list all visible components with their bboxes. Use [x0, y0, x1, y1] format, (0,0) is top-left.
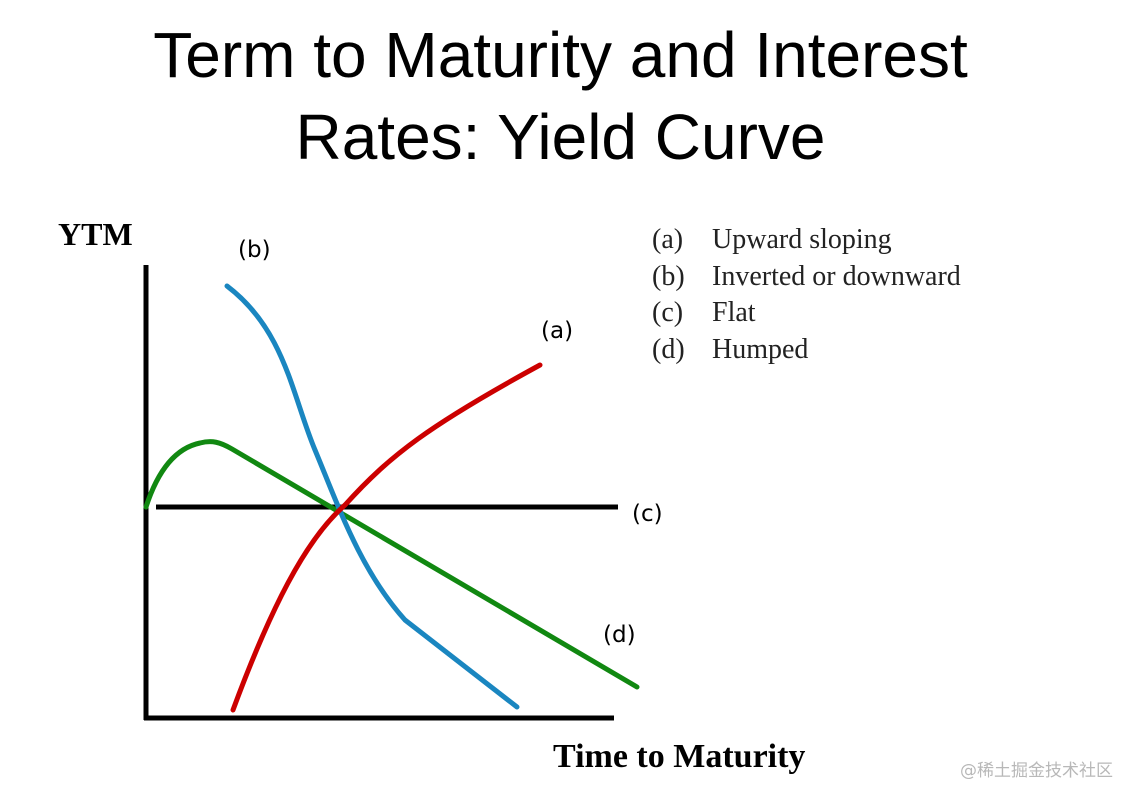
legend-text: Humped — [712, 333, 809, 365]
title-line-2: Rates: Yield Curve — [295, 101, 826, 173]
legend-item: (d) Humped — [652, 332, 961, 369]
legend-key: (b) — [652, 260, 685, 292]
curve-humped — [143, 439, 640, 690]
title-line-1: Term to Maturity and Interest — [153, 19, 968, 91]
curve-label-a: (a) — [541, 318, 574, 344]
y-axis-label: YTM — [58, 216, 133, 252]
watermark: @稀土掘金技术社区 — [960, 761, 1113, 781]
slide-title: Term to Maturity and Interest Rates: Yie… — [0, 14, 1121, 178]
legend-item: (a) Upward sloping — [652, 222, 961, 259]
legend-item: (b) Inverted or downward — [652, 259, 961, 296]
legend-key: (a) — [652, 224, 684, 255]
legend-text: Upward sloping — [712, 224, 892, 255]
legend-text: Inverted or downward — [712, 260, 961, 292]
legend: (a) Upward sloping (b) Inverted or downw… — [652, 222, 961, 368]
curve-label-c: (c) — [632, 501, 663, 527]
x-axis-label: Time to Maturity — [553, 738, 806, 775]
curve-label-d: (d) — [603, 622, 636, 648]
curve-upward — [230, 362, 543, 713]
legend-key: (d) — [652, 333, 685, 365]
legend-key: (c) — [652, 297, 684, 328]
curve-label-b: (b) — [238, 237, 271, 263]
curve-inverted — [224, 283, 520, 710]
legend-item: (c) Flat — [652, 295, 961, 332]
legend-text: Flat — [712, 297, 756, 328]
